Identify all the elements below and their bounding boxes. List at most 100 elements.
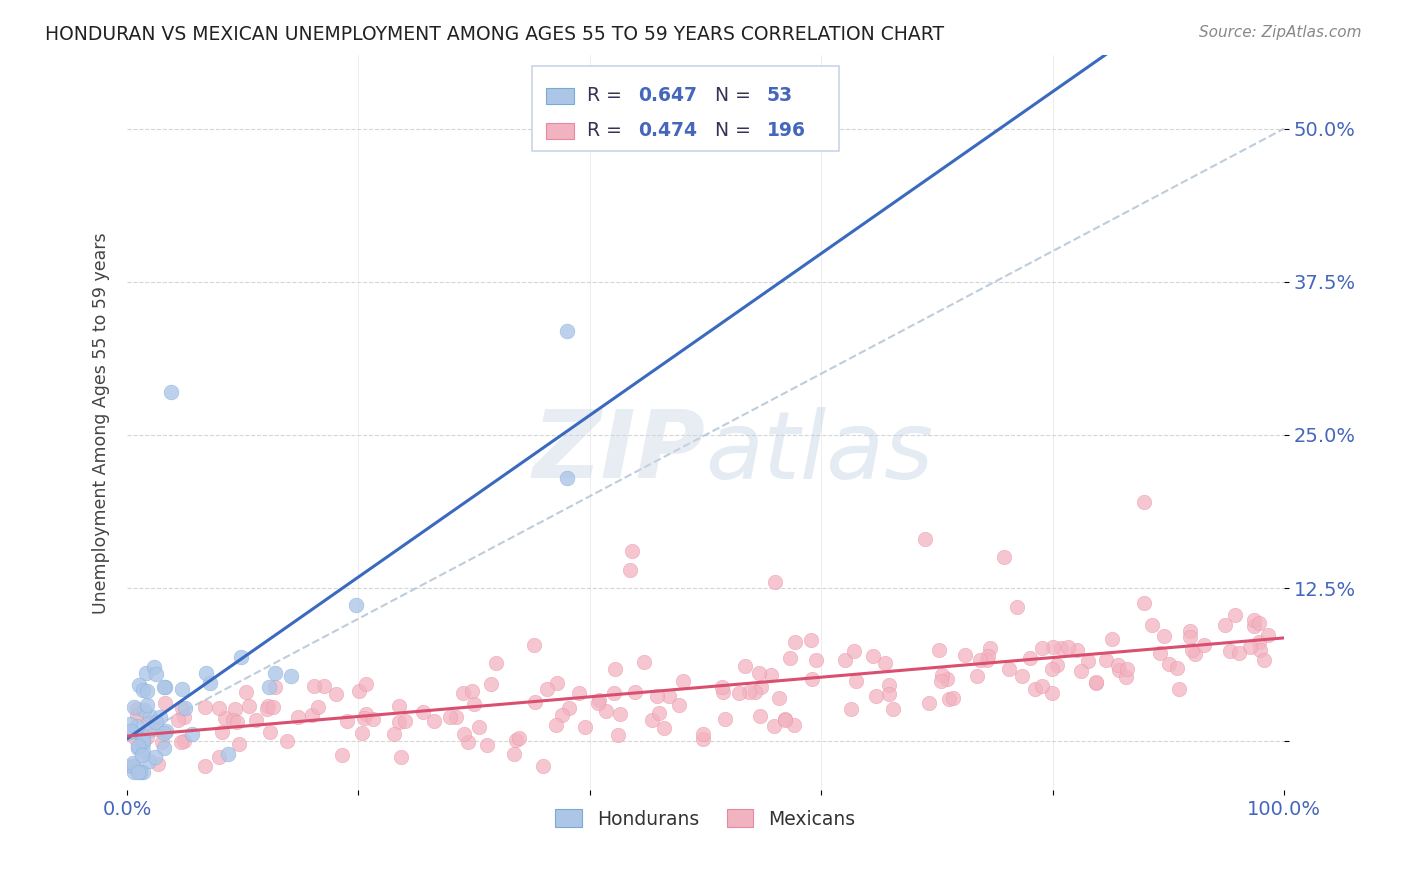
Point — [1149, 646, 1171, 660]
Point — [394, 714, 416, 728]
Point — [235, 685, 257, 699]
Point — [280, 669, 302, 683]
Point — [143, 749, 166, 764]
Point — [200, 676, 222, 690]
Point — [508, 731, 530, 745]
Point — [145, 714, 167, 729]
Point — [645, 690, 668, 704]
Point — [555, 471, 578, 485]
Text: atlas: atlas — [706, 407, 934, 498]
Point — [1095, 653, 1118, 667]
Point — [1084, 676, 1107, 690]
Point — [453, 727, 475, 741]
Point — [1219, 644, 1241, 658]
Point — [938, 692, 960, 706]
Point — [173, 710, 195, 724]
Point — [1184, 648, 1206, 662]
Point — [153, 680, 176, 694]
Point — [312, 679, 335, 693]
Point — [302, 679, 325, 693]
Point — [877, 687, 900, 701]
Point — [463, 697, 485, 711]
Point — [602, 686, 624, 700]
Point — [388, 699, 411, 714]
Point — [224, 702, 246, 716]
Point — [1213, 618, 1236, 632]
Point — [132, 682, 155, 697]
Point — [1108, 663, 1130, 677]
Point — [546, 718, 568, 732]
Point — [1243, 619, 1265, 633]
Point — [551, 707, 574, 722]
Point — [347, 684, 370, 698]
Point — [131, 728, 153, 742]
Point — [485, 656, 508, 670]
Point — [194, 665, 217, 680]
Point — [125, 718, 148, 732]
Point — [153, 696, 176, 710]
Point — [1007, 599, 1029, 614]
Point — [256, 702, 278, 716]
Point — [692, 726, 714, 740]
Point — [146, 757, 169, 772]
Point — [1227, 646, 1250, 660]
Point — [505, 733, 527, 747]
Point — [879, 678, 901, 692]
Point — [1257, 627, 1279, 641]
Point — [953, 648, 976, 662]
Point — [125, 708, 148, 723]
Point — [842, 644, 865, 658]
Point — [170, 681, 193, 696]
Point — [738, 685, 761, 699]
Point — [1159, 657, 1181, 672]
Point — [245, 713, 267, 727]
Point — [124, 764, 146, 779]
Text: N =: N = — [714, 87, 756, 105]
Text: R =: R = — [588, 121, 628, 140]
Point — [862, 648, 884, 663]
Point — [150, 735, 173, 749]
Point — [1057, 640, 1080, 655]
Point — [845, 673, 868, 688]
Point — [1225, 608, 1247, 623]
Point — [1249, 643, 1271, 657]
Point — [714, 712, 737, 726]
Point — [173, 734, 195, 748]
Point — [1031, 679, 1053, 693]
Text: 0.647: 0.647 — [638, 87, 697, 105]
Point — [257, 699, 280, 714]
Point — [647, 706, 669, 720]
Point — [652, 721, 675, 735]
Point — [749, 709, 772, 723]
Point — [124, 700, 146, 714]
Point — [262, 700, 284, 714]
FancyBboxPatch shape — [546, 87, 574, 103]
Point — [969, 653, 991, 667]
Point — [132, 733, 155, 747]
Point — [586, 696, 609, 710]
Point — [153, 726, 176, 740]
Point — [120, 724, 142, 739]
Point — [479, 677, 502, 691]
Point — [118, 717, 141, 731]
Point — [749, 680, 772, 694]
Point — [640, 714, 662, 728]
Point — [979, 640, 1001, 655]
Point — [609, 706, 631, 721]
Point — [439, 710, 461, 724]
Text: 0.474: 0.474 — [638, 121, 697, 140]
Point — [1133, 596, 1156, 610]
Point — [149, 709, 172, 723]
Point — [444, 710, 467, 724]
Point — [804, 653, 827, 667]
Point — [1249, 634, 1271, 648]
Point — [451, 686, 474, 700]
Point — [389, 750, 412, 764]
Text: 53: 53 — [766, 87, 793, 105]
Text: N =: N = — [714, 121, 756, 140]
Point — [174, 701, 197, 715]
Point — [132, 744, 155, 758]
Point — [1011, 669, 1033, 683]
Point — [118, 725, 141, 739]
Point — [128, 678, 150, 692]
